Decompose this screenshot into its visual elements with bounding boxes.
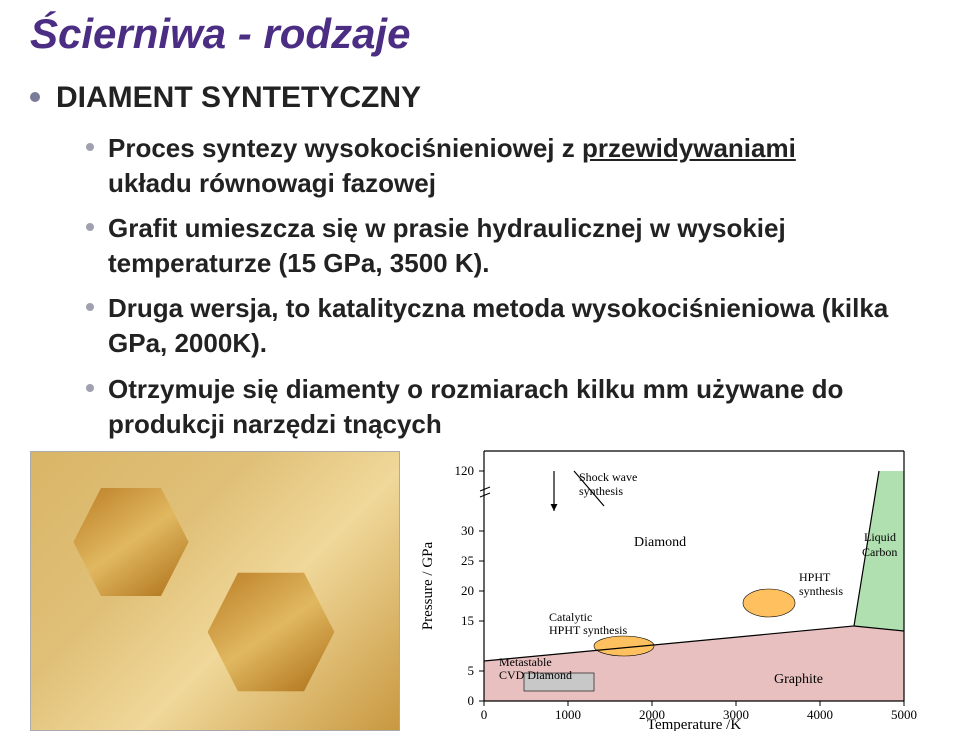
bullet-text: Druga wersja, to katalityczna metoda wys… xyxy=(108,291,930,361)
phase-diagram-chart: 0 1000 2000 3000 4000 5000 0 5 15 20 25 … xyxy=(414,441,934,731)
label-diamond: Diamond xyxy=(634,535,686,550)
label-cat2: HPHT synthesis xyxy=(549,623,627,637)
svg-text:25: 25 xyxy=(461,553,474,568)
bullet-dot xyxy=(86,384,94,392)
svg-text:5000: 5000 xyxy=(891,707,917,722)
svg-text:1000: 1000 xyxy=(555,707,581,722)
bullet-text: DIAMENT SYNTETYCZNY xyxy=(56,78,421,117)
label-cvd2: CVD Diamond xyxy=(499,668,572,682)
bullet-l1: DIAMENT SYNTETYCZNY xyxy=(30,78,930,117)
hpht-region xyxy=(743,589,795,617)
label-cat1: Catalytic xyxy=(549,610,592,624)
bullet-l2: Druga wersja, to katalityczna metoda wys… xyxy=(86,291,930,361)
bullet-dot xyxy=(86,223,94,231)
y-axis-label: Pressure / GPa xyxy=(420,541,436,630)
bullet-text: Otrzymuje się diamenty o rozmiarach kilk… xyxy=(108,372,930,442)
x-axis-label: Temperature /K xyxy=(647,717,741,731)
bullet-dot xyxy=(30,92,40,102)
slide-title: Ścierniwa - rodzaje xyxy=(30,10,930,58)
bullet-dot xyxy=(86,143,94,151)
svg-text:4000: 4000 xyxy=(807,707,833,722)
label-cvd1: Metastable xyxy=(499,655,552,669)
label-liquid2: Carbon xyxy=(862,545,897,559)
bullet-text: Proces syntezy wysokociśnieniowej z prze… xyxy=(108,131,796,201)
bullet-l2: Otrzymuje się diamenty o rozmiarach kilk… xyxy=(86,372,930,442)
bullet-dot xyxy=(86,303,94,311)
svg-text:120: 120 xyxy=(455,463,475,478)
svg-text:20: 20 xyxy=(461,583,474,598)
text-underline: przewidywaniami xyxy=(582,133,796,163)
label-shock1: Shock wave xyxy=(579,470,637,484)
text-fragment: Proces syntezy wysokociśnieniowej z xyxy=(108,133,575,163)
diamond-photo xyxy=(30,451,400,731)
label-graphite: Graphite xyxy=(774,672,823,687)
text-fragment: układu równowagi fazowej xyxy=(108,168,436,198)
svg-text:5: 5 xyxy=(468,663,475,678)
bullet-l2: Grafit umieszcza się w prasie hydraulicz… xyxy=(86,211,930,281)
label-liquid1: Liquid xyxy=(864,530,896,544)
svg-text:0: 0 xyxy=(481,707,488,722)
svg-text:30: 30 xyxy=(461,523,474,538)
svg-text:15: 15 xyxy=(461,613,474,628)
label-hpht1: HPHT xyxy=(799,570,831,584)
axis-break xyxy=(480,487,490,497)
label-hpht2: synthesis xyxy=(799,584,843,598)
label-shock2: synthesis xyxy=(579,484,623,498)
bullet-l2: Proces syntezy wysokociśnieniowej z prze… xyxy=(86,131,930,201)
svg-text:0: 0 xyxy=(468,693,475,708)
y-ticks: 0 5 15 20 25 30 120 xyxy=(455,463,485,708)
bullet-text: Grafit umieszcza się w prasie hydraulicz… xyxy=(108,211,930,281)
